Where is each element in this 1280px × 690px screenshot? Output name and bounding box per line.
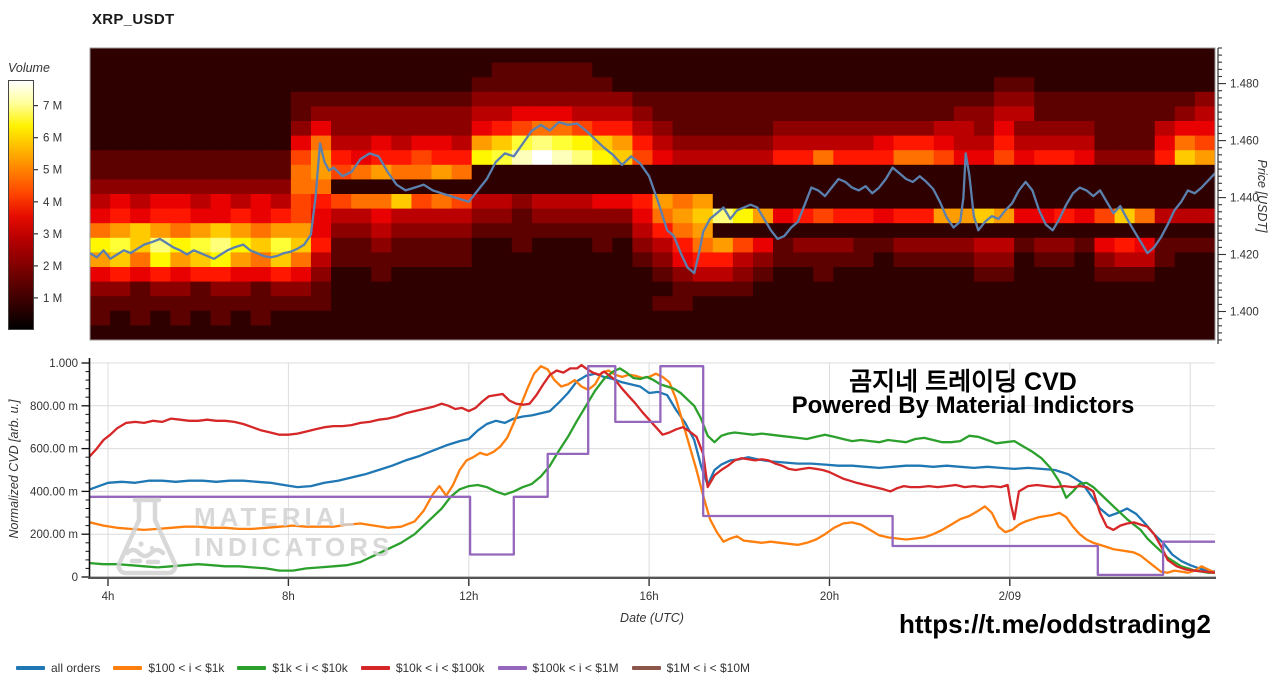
cvd-line--100-i-1k <box>90 365 1215 574</box>
legend-item--1k-i-10k: $1k < i < $10k <box>237 661 348 675</box>
svg-text:1.440: 1.440 <box>1230 193 1259 205</box>
cvd-line--100k-i-1m <box>90 365 1215 577</box>
material-indicators-watermark: MATERIAL INDICATORS <box>110 496 393 580</box>
telegram-url-text: https://t.me/oddstrading2 <box>899 609 1211 639</box>
svg-text:800.00 m: 800.00 m <box>30 401 78 413</box>
legend-label: $1M < i < $10M <box>666 661 750 675</box>
price-axis: 1.400 1.420 1.440 1.460 1.480 <box>1217 47 1259 344</box>
svg-text:0: 0 <box>72 572 78 584</box>
legend-item--10k-i-100k: $10k < i < $100k <box>360 661 485 675</box>
svg-text:1.000: 1.000 <box>49 358 78 370</box>
price-line <box>90 120 1215 275</box>
legend-swatch <box>631 666 661 670</box>
cvd-series <box>90 363 1215 577</box>
legend-label: $10k < i < $100k <box>395 661 485 675</box>
cvd-axis-label: Normalized CVD [arb. u.] <box>7 399 21 539</box>
svg-text:7 M: 7 M <box>43 101 62 113</box>
svg-text:16h: 16h <box>640 591 659 603</box>
svg-text:8h: 8h <box>282 591 295 603</box>
svg-text:1.400: 1.400 <box>1230 307 1259 319</box>
colorbar-axis: 7 M 6 M 5 M 4 M 3 M 2 M 1 M <box>30 101 62 305</box>
legend-label: all orders <box>51 661 101 675</box>
cvd-axes: 0 200.00 m 400.00 m 600.00 m 800.00 m 1.000 4h… <box>30 358 1216 603</box>
legend-swatch <box>16 666 45 670</box>
svg-text:4 M: 4 M <box>43 197 62 209</box>
cvd-line--10k-i-100k <box>90 363 1215 574</box>
svg-text:600.00 m: 600.00 m <box>30 444 78 456</box>
legend-label: $100k < i < $1M <box>532 661 619 675</box>
legend-label: $100 < i < $1k <box>148 661 225 675</box>
volume-heatmap <box>90 48 1215 340</box>
colorbar-title: Volume <box>8 61 50 75</box>
flask-icon <box>116 497 178 576</box>
svg-text:20h: 20h <box>820 591 839 603</box>
svg-text:1.480: 1.480 <box>1230 79 1259 91</box>
annotation-heading-korean: 곰지네 트레이딩 CVD <box>849 368 1077 396</box>
legend-label: $1k < i < $10k <box>272 661 348 675</box>
svg-text:5 M: 5 M <box>43 165 62 177</box>
svg-text:1.420: 1.420 <box>1230 250 1259 262</box>
legend-item-all-orders: all orders <box>16 661 100 675</box>
cvd-gridlines <box>90 362 1215 577</box>
legend-item--1m-i-10m: $1M < i < $10M <box>631 661 750 675</box>
annotation-heading-powered-by: Powered By Material Indictors <box>791 392 1135 419</box>
legend-item--100k-i-1m: $100k < i < $1M <box>497 661 619 675</box>
svg-text:2 M: 2 M <box>43 261 62 273</box>
svg-text:400.00 m: 400.00 m <box>30 486 78 498</box>
svg-text:200.00 m: 200.00 m <box>30 529 78 541</box>
volume-colorbar <box>8 80 34 330</box>
watermark-line1: MATERIAL <box>194 502 359 532</box>
cvd-line-all-orders <box>90 372 1215 573</box>
date-axis-label: Date (UTC) <box>620 611 684 625</box>
price-axis-label: Price [USDT] <box>1255 159 1269 233</box>
svg-text:2/09: 2/09 <box>999 591 1021 603</box>
legend-item--100-i-1k: $100 < i < $1k <box>113 661 224 675</box>
legend-swatch <box>497 666 527 670</box>
legend-swatch <box>360 666 390 670</box>
svg-text:1 M: 1 M <box>43 293 62 305</box>
svg-text:3 M: 3 M <box>43 229 62 241</box>
svg-text:6 M: 6 M <box>43 133 62 145</box>
svg-text:12h: 12h <box>459 591 478 603</box>
page-title: XRP_USDT <box>92 11 175 28</box>
svg-text:4h: 4h <box>102 591 115 603</box>
heatmap-frame <box>89 47 1216 341</box>
svg-text:1.460: 1.460 <box>1230 136 1259 148</box>
legend-swatch <box>113 666 143 670</box>
cvd-legend: all orders $100 < i < $1k $1k < i < $10k $1… <box>16 661 750 675</box>
watermark-line2: INDICATORS <box>194 532 394 562</box>
legend-swatch <box>237 666 267 670</box>
